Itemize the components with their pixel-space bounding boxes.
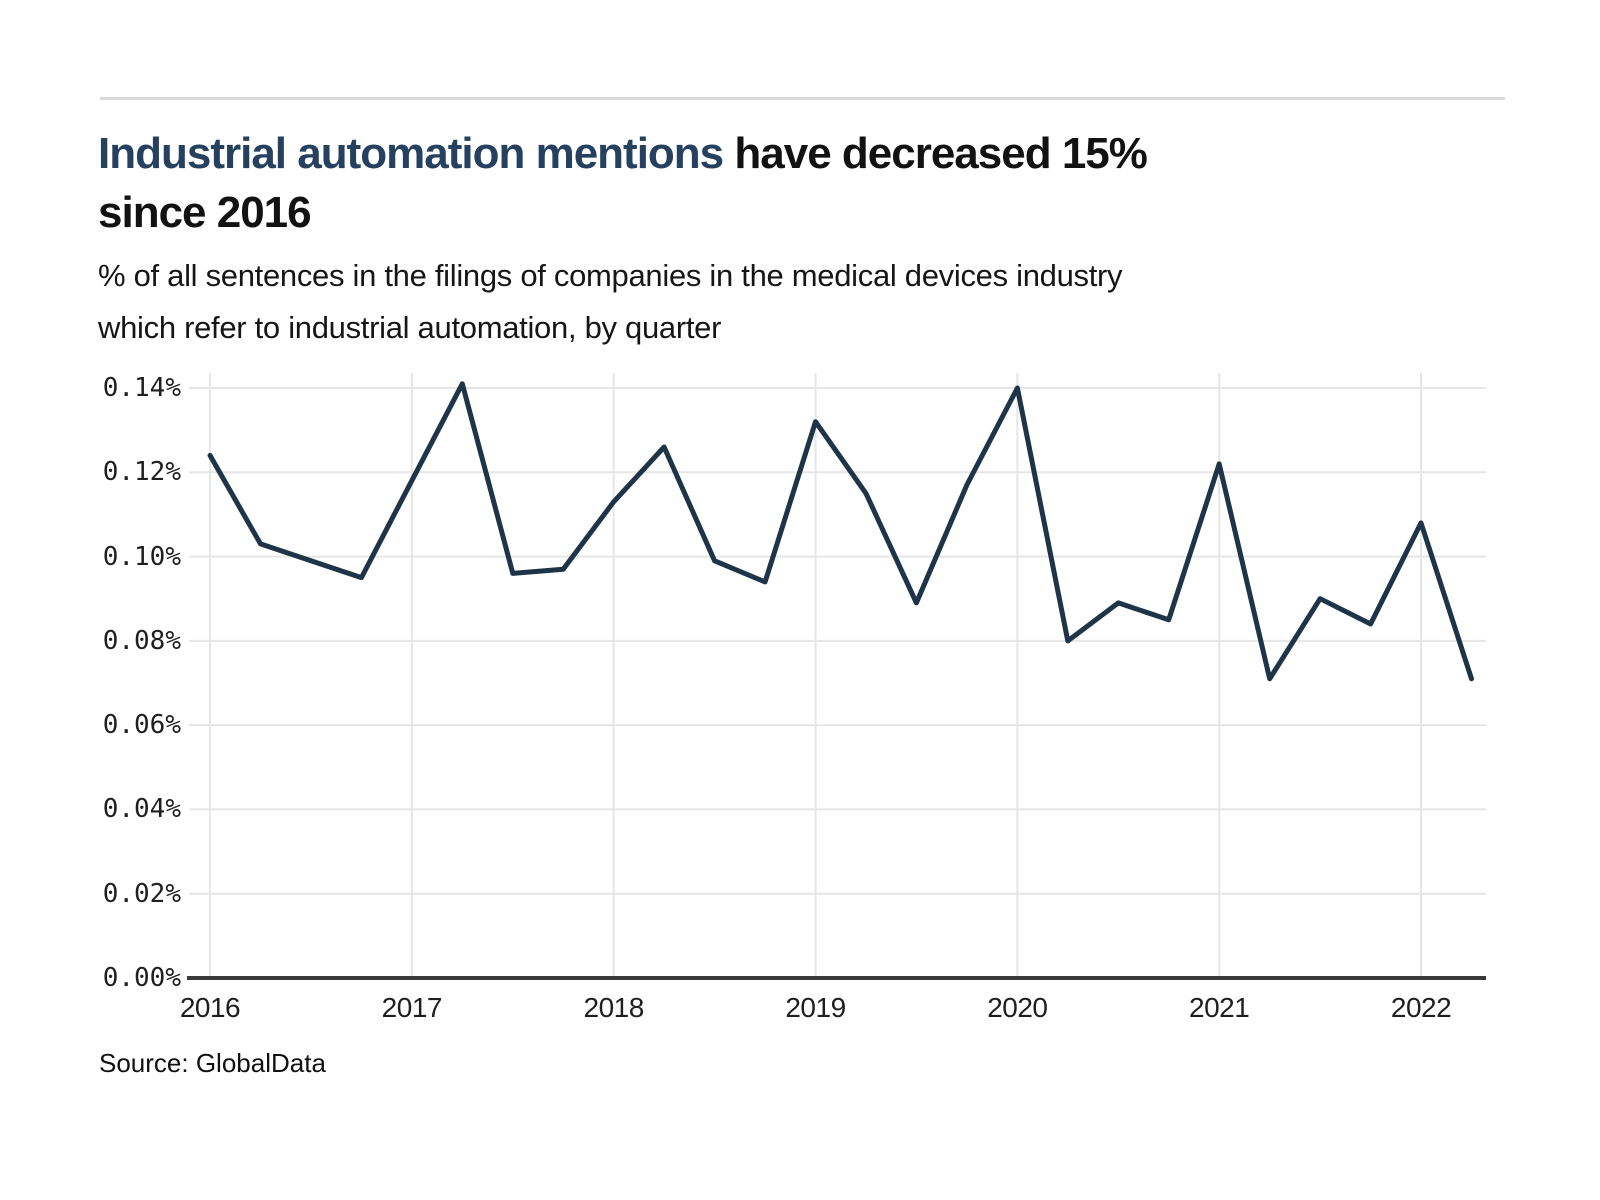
chart-title: Industrial automation mentions have decr…: [98, 124, 1438, 242]
x-tick-label: 2018: [583, 992, 645, 1023]
y-tick-label: 0.04%: [102, 794, 181, 825]
top-divider: [100, 97, 1505, 100]
x-tick-label: 2017: [381, 992, 443, 1023]
x-tick-label: 2016: [179, 992, 241, 1023]
source-text: Source: GlobalData: [99, 1048, 326, 1078]
x-tick-label: 2019: [785, 992, 846, 1023]
x-tick-label: 2020: [987, 992, 1048, 1023]
chart-subtitle-line1: % of all sentences in the filings of com…: [98, 258, 1123, 293]
y-tick-label: 0.12%: [102, 457, 181, 488]
y-tick-label: 0.06%: [102, 710, 181, 741]
chart-subtitle-line2: which refer to industrial automation, by…: [98, 310, 722, 345]
y-tick-label: 0.10%: [102, 541, 181, 572]
y-tick-label: 0.14%: [102, 373, 181, 403]
y-tick-label: 0.08%: [102, 625, 181, 656]
chart-title-line2: since 2016: [98, 188, 312, 237]
source-caption: Source: GlobalData: [99, 1048, 326, 1079]
chart-title-rest: have decreased 15%: [723, 129, 1148, 178]
y-tick-label: 0.02%: [102, 878, 181, 909]
data-series-line: [207, 381, 1474, 682]
x-tick-label: 2021: [1189, 992, 1250, 1023]
chart-title-highlight: Industrial automation mentions: [98, 129, 724, 178]
chart-subtitle: % of all sentences in the filings of com…: [98, 250, 1498, 354]
y-tick-label: 0.00%: [102, 963, 181, 993]
x-tick-label: 2022: [1390, 992, 1452, 1023]
